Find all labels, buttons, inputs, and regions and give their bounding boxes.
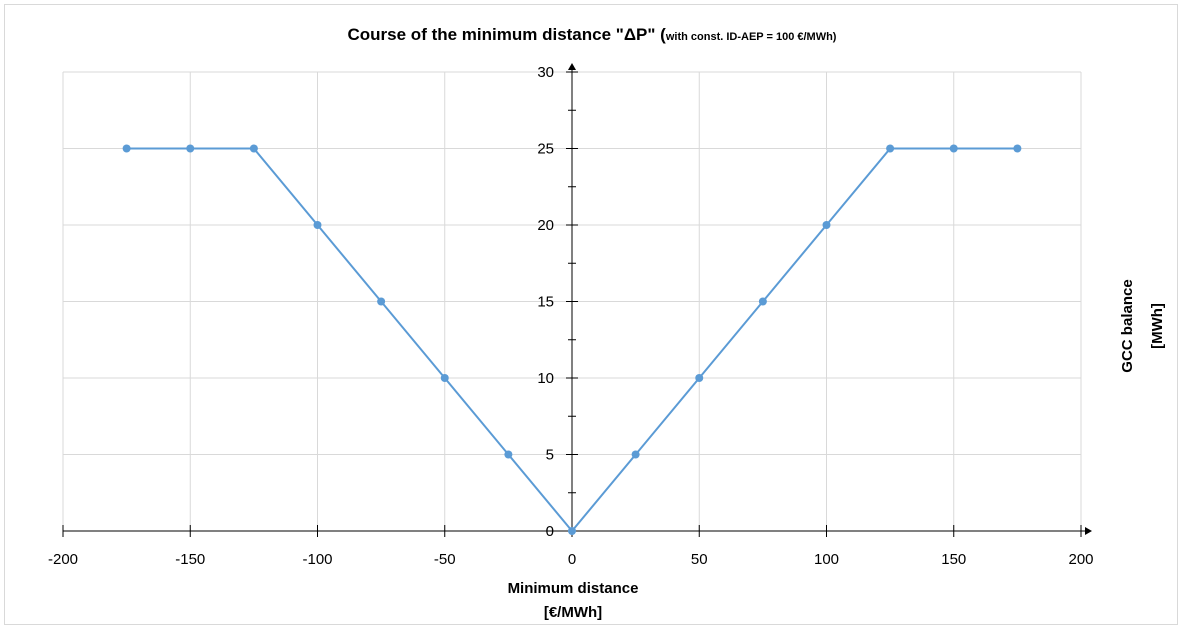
y-tick-label: 15 [537, 294, 554, 311]
data-point [440, 374, 449, 382]
x-axis-title-line1: Minimum distance [508, 580, 639, 597]
data-point [186, 144, 195, 153]
x-tick-label: 150 [941, 551, 966, 568]
y-axis-arrow [568, 63, 576, 70]
x-tick-label: -100 [302, 551, 332, 568]
axes [62, 63, 1092, 537]
x-tick-label: -150 [175, 551, 205, 568]
data-point [631, 450, 640, 459]
x-axis-title-line2: [€/MWh] [544, 604, 602, 621]
data-point [504, 450, 513, 459]
x-tick-label: 100 [814, 551, 839, 568]
y-axis-title-line1: GCC balance [1119, 279, 1136, 372]
y-tick-label: 25 [537, 141, 554, 158]
data-point [568, 527, 576, 535]
data-point [886, 144, 895, 153]
y-tick-label: 5 [546, 447, 554, 464]
y-tick-labels: 0 5 10 15 20 25 30 [537, 64, 554, 540]
x-axis-arrow [1085, 527, 1092, 535]
x-tick-label: -50 [434, 551, 456, 568]
y-tick-label: 20 [537, 217, 554, 234]
chart-title: Course of the minimum distance "ΔP" (wit… [348, 25, 837, 44]
x-tick-label: 200 [1068, 551, 1093, 568]
x-tick-label: 50 [691, 551, 708, 568]
chart-title-sub: with const. ID-AEP = 100 €/MWh) [665, 31, 837, 43]
data-point [249, 144, 258, 153]
chart-frame [4, 4, 1178, 625]
data-point [122, 144, 131, 153]
data-point [695, 374, 704, 382]
x-tick-label: 0 [568, 551, 576, 568]
series-group [122, 144, 1022, 535]
data-point [313, 221, 322, 229]
data-point [377, 297, 386, 306]
y-tick-label: 10 [537, 370, 554, 387]
chart-title-main: Course of the minimum distance "ΔP" ( [348, 25, 667, 44]
x-tick-label: -200 [48, 551, 78, 568]
data-point [822, 221, 831, 229]
x-tick-labels: -200 -150 -100 -50 0 50 100 150 200 [48, 551, 1094, 568]
y-tick-label: 0 [546, 523, 554, 540]
data-point [949, 144, 958, 153]
y-axis-title-line2: [MWh] [1149, 303, 1166, 349]
data-point [1013, 144, 1022, 153]
data-point [758, 297, 767, 306]
y-tick-label: 30 [537, 64, 554, 81]
